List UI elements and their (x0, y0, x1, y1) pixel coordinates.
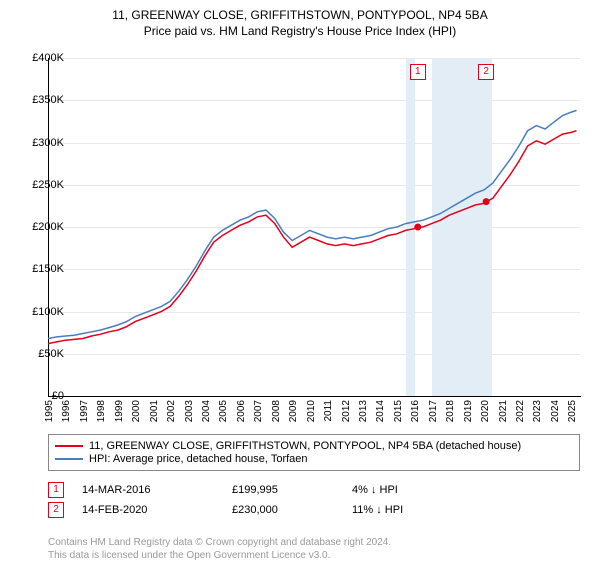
x-tick-label: 2021 (498, 400, 509, 422)
x-tick-label: 2011 (323, 400, 334, 422)
sale-date: 14-MAR-2016 (82, 484, 232, 496)
sale-diff: 4% ↓ HPI (352, 484, 462, 496)
sale-row-marker: 2 (48, 502, 64, 518)
sales-table: 1 14-MAR-2016£199,9954% ↓ HPI 2 14-FEB-2020… (48, 478, 580, 522)
x-tick-label: 2006 (236, 400, 247, 422)
chart-lines (48, 58, 580, 396)
x-tick-label: 2007 (253, 400, 264, 422)
x-tick-label: 2009 (288, 400, 299, 422)
x-tick-label: 2020 (480, 400, 491, 422)
sale-price: £199,995 (232, 484, 352, 496)
sale-diff: 11% ↓ HPI (352, 504, 462, 516)
x-tick-label: 1998 (96, 400, 107, 422)
footer-line1: Contains HM Land Registry data © Crown c… (48, 536, 391, 549)
chart-title: 11, GREENWAY CLOSE, GRIFFITHSTOWN, PONTY… (0, 8, 600, 22)
series-hpi (48, 110, 577, 338)
legend-row: 11, GREENWAY CLOSE, GRIFFITHSTOWN, PONTY… (55, 440, 573, 452)
x-tick-label: 2010 (306, 400, 317, 422)
x-tick-label: 2025 (567, 400, 578, 422)
x-tick-label: 2017 (428, 400, 439, 422)
x-tick-label: 2005 (218, 400, 229, 422)
x-tick-label: 2023 (532, 400, 543, 422)
legend-label: 11, GREENWAY CLOSE, GRIFFITHSTOWN, PONTY… (89, 440, 521, 452)
x-tick-label: 2000 (131, 400, 142, 422)
legend-row: HPI: Average price, detached house, Torf… (55, 453, 573, 465)
sale-row: 2 14-FEB-2020£230,00011% ↓ HPI (48, 502, 580, 518)
x-tick-label: 2001 (149, 400, 160, 422)
sale-row-marker: 1 (48, 482, 64, 498)
legend-swatch (55, 445, 83, 447)
x-tick-label: 2024 (550, 400, 561, 422)
sale-date: 14-FEB-2020 (82, 504, 232, 516)
chart-legend: 11, GREENWAY CLOSE, GRIFFITHSTOWN, PONTY… (48, 434, 580, 471)
x-tick-label: 2013 (358, 400, 369, 422)
footer-line2: This data is licensed under the Open Gov… (48, 549, 391, 562)
sale-marker-dot (483, 198, 490, 205)
x-tick-label: 1997 (79, 400, 90, 422)
x-tick-label: 2022 (515, 400, 526, 422)
x-tick-label: 2003 (184, 400, 195, 422)
x-tick-label: 2014 (375, 400, 386, 422)
sale-row: 1 14-MAR-2016£199,9954% ↓ HPI (48, 482, 580, 498)
x-tick-label: 1999 (114, 400, 125, 422)
legend-swatch (55, 458, 83, 460)
x-tick-label: 2002 (166, 400, 177, 422)
x-tick-label: 2016 (410, 400, 421, 422)
sale-marker-label: 1 (410, 64, 426, 80)
sale-marker-dot (414, 224, 421, 231)
series-price-paid (48, 131, 577, 344)
x-tick-label: 2018 (445, 400, 456, 422)
sale-price: £230,000 (232, 504, 352, 516)
x-tick-label: 2019 (463, 400, 474, 422)
x-tick-label: 2004 (201, 400, 212, 422)
footer-attribution: Contains HM Land Registry data © Crown c… (48, 536, 391, 562)
x-tick-label: 2012 (341, 400, 352, 422)
sale-marker-label: 2 (478, 64, 494, 80)
x-tick-label: 1996 (61, 400, 72, 422)
chart-subtitle: Price paid vs. HM Land Registry's House … (0, 24, 600, 38)
x-tick-label: 1995 (44, 400, 55, 422)
legend-label: HPI: Average price, detached house, Torf… (89, 453, 308, 465)
x-tick-label: 2015 (393, 400, 404, 422)
x-tick-label: 2008 (271, 400, 282, 422)
